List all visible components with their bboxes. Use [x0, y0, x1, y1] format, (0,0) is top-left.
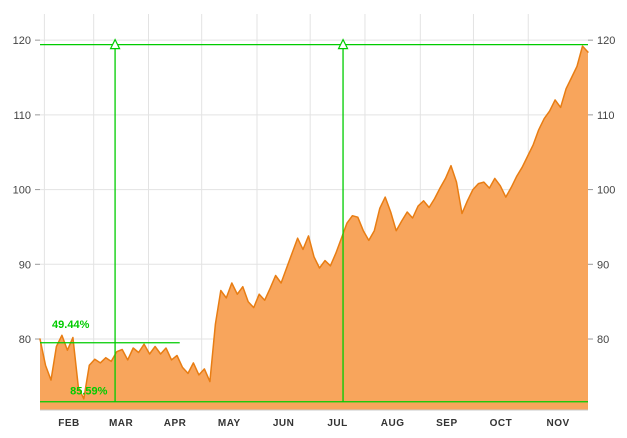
percent-change-label: 49.44%: [52, 319, 90, 331]
x-axis-month-label: FEB: [58, 418, 80, 429]
y-axis-label-right: 110: [597, 110, 615, 122]
y-axis-label-left: 100: [13, 185, 31, 197]
price-line: [39, 45, 589, 400]
x-axis-month-label: NOV: [547, 418, 570, 429]
x-axis-month-label: SEP: [436, 418, 458, 429]
triangle-marker-icon: [337, 38, 349, 50]
x-axis-month-label: MAR: [109, 418, 134, 429]
y-axis-label-right: 80: [597, 334, 609, 346]
x-axis-month-label: MAY: [218, 418, 241, 429]
x-axis-month-label: JUL: [327, 418, 347, 429]
x-axis-month-label: JUN: [273, 418, 295, 429]
y-axis-label-left: 110: [13, 110, 31, 122]
percent-change-label: 85.59%: [70, 385, 108, 397]
x-axis-month-label: APR: [164, 418, 187, 429]
y-axis-label-right: 120: [597, 35, 615, 47]
y-axis-label-right: 100: [597, 185, 615, 197]
y-axis-label-left: 120: [13, 35, 31, 47]
triangle-marker-icon: [109, 38, 121, 50]
x-axis-month-label: OCT: [490, 418, 513, 429]
x-axis-month-label: AUG: [381, 418, 405, 429]
y-axis-label-left: 90: [19, 259, 31, 271]
y-axis-label-right: 90: [597, 259, 609, 271]
price-area-fill: [40, 46, 588, 410]
y-axis-label-left: 80: [19, 334, 31, 346]
